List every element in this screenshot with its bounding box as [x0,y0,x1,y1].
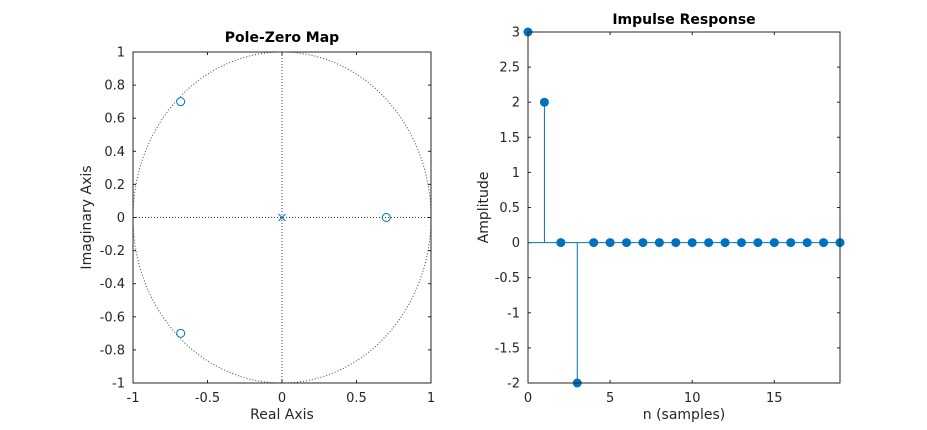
pz-xtick-label: -1 [127,391,140,406]
pz-xtick-label: 0.5 [346,391,367,406]
pz-title: Pole-Zero Map [225,30,339,46]
ir-ytick-label: -1.5 [495,341,520,356]
pz-ytick-label: 0.8 [104,79,125,94]
ir-ytick-label: 0 [512,236,520,251]
pz-xlabel: Real Axis [250,407,314,423]
ir-stem-marker [671,238,681,248]
pz-ytick-label: -0.8 [100,343,125,358]
impulse-axes: 0 5 10 15 -2 -1.5 -1 -0.5 0 0.5 1 1.5 2 2.5 3 Impulse … [476,12,845,423]
pz-xtick-label: 1 [427,391,435,406]
ir-xtick-label: 0 [524,391,532,406]
ir-title: Impulse Response [612,12,755,28]
ir-stem-marker [786,238,796,248]
ir-ytick-label: 2.5 [499,61,520,76]
pz-ytick-label: 0.6 [104,112,125,127]
pz-ytick-label: -1 [112,377,125,392]
pz-ytick-label: 1 [117,46,125,61]
ir-ytick-label: -0.5 [495,271,520,286]
ir-xtick-label: 5 [606,391,614,406]
ir-stem-marker [720,238,730,248]
ir-stem-marker [687,238,697,248]
pz-ytick-label: -0.6 [100,310,125,325]
ir-ytick-label: 3 [512,26,520,41]
ir-xtick-label: 15 [766,391,783,406]
ir-stem-marker [736,238,746,248]
pz-pole-marker [278,213,286,222]
ir-stem-marker [589,238,599,248]
ir-stem-marker [819,238,829,248]
pz-ylabel: Imaginary Axis [79,165,95,269]
pz-axes-box [132,51,432,384]
ir-ytick-label: 1.5 [499,131,520,146]
pz-pole-stroke [278,213,286,222]
pz-ytick-label: 0 [117,211,125,226]
pz-zero-marker [176,97,186,107]
pz-ytick-label: -0.2 [100,244,125,259]
ir-xlabel: n (samples) [643,407,725,423]
pz-ytick-label: -0.4 [100,277,125,292]
pz-xtick-label: 0 [278,391,286,406]
ir-stem-marker [605,238,615,248]
ir-ytick-label: 2 [512,96,520,111]
pz-ytick-label: 0.4 [104,145,125,160]
ir-ytick-label: -2 [507,377,520,392]
ir-stem-marker [802,238,812,248]
ir-ytick-label: 1 [512,166,520,181]
ir-stem-marker [539,97,549,107]
ir-plot-area [528,32,840,383]
ir-ytick-label: 0.5 [499,201,520,216]
ir-xtick-label: 10 [684,391,701,406]
ir-ytick-label: -1 [507,306,520,321]
ir-stem-marker [654,238,664,248]
ir-axes-box [527,31,841,384]
pz-zero-marker [381,213,391,222]
ir-stem-marker [622,238,632,248]
pole-zero-axes: -1 -0.5 0 0.5 1 -1 -0.8 -0.6 -0.4 -0.2 0 0.2 0.4 0.6 0… [79,30,435,423]
pz-ytick-label: 0.2 [104,178,125,193]
ir-stem-marker [556,238,566,248]
ir-stem-marker [638,238,648,248]
pz-xtick-label: -0.5 [195,391,220,406]
ir-stem-marker [769,238,779,248]
ir-stem-marker [704,238,714,248]
ir-stem-marker [753,238,763,248]
ir-ylabel: Amplitude [476,172,492,244]
pz-zero-marker [176,328,186,338]
